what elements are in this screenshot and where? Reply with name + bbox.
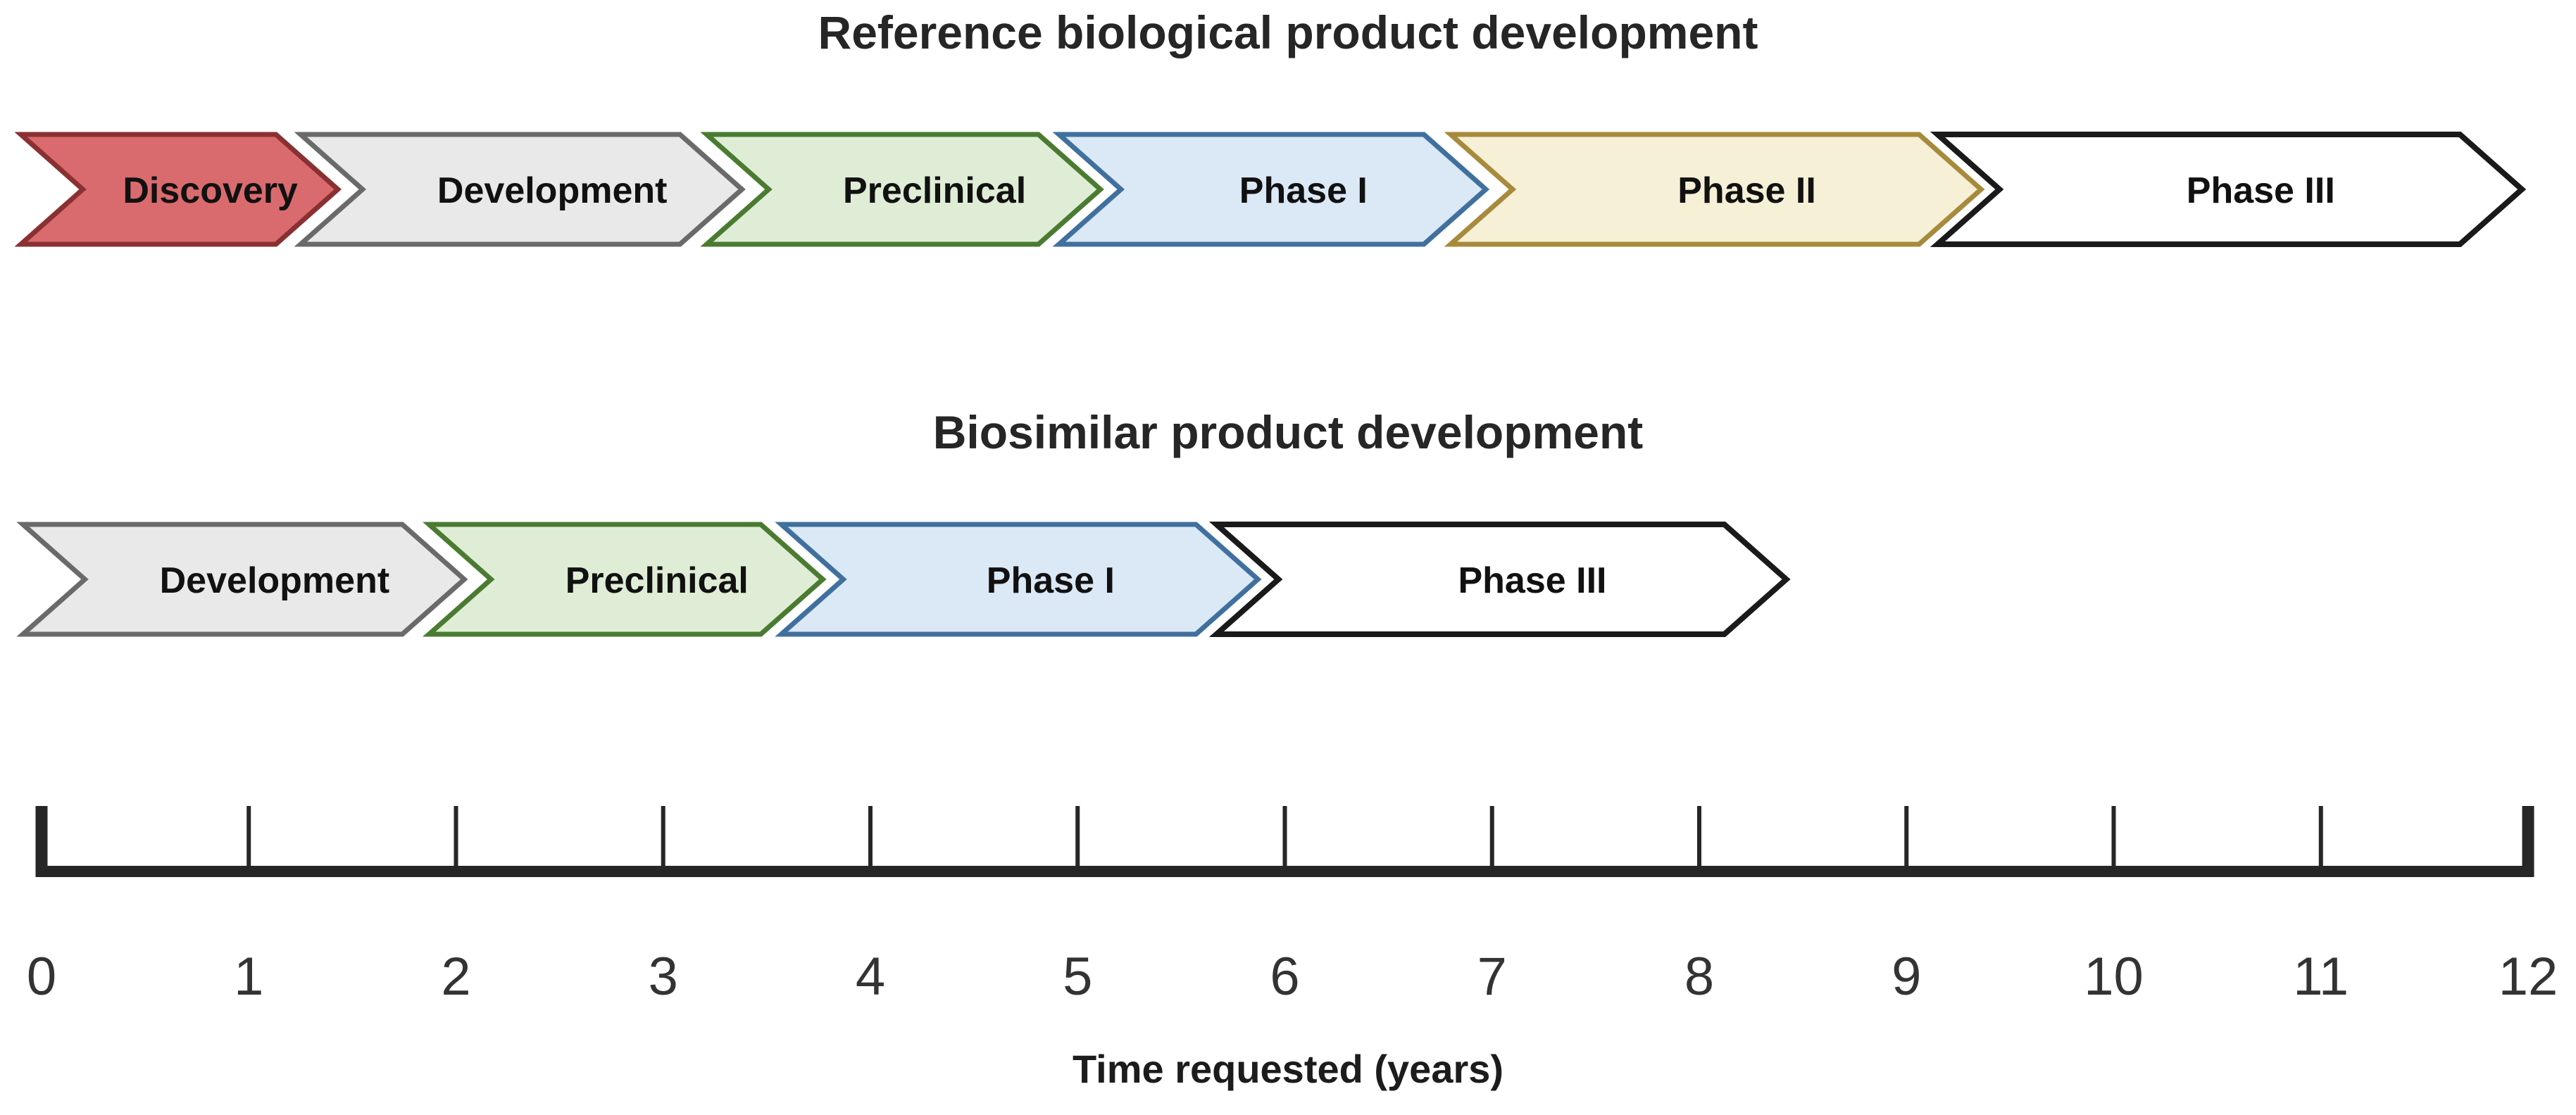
phase-chevron-phase-i-reference bbox=[1052, 132, 1490, 247]
phase-label-development-reference: Development bbox=[437, 170, 668, 211]
timeline-tick-7 bbox=[1489, 806, 1494, 869]
timeline-tick-8 bbox=[1697, 806, 1701, 869]
reference-phase-row: Discovery Development Preclinical Phase I Ph… bbox=[14, 132, 2527, 247]
phase-label-phase-iii-reference: Phase III bbox=[2187, 170, 2335, 211]
timeline-tick-12 bbox=[2522, 806, 2534, 877]
phase-chevron-preclinical-biosimilar bbox=[423, 522, 827, 637]
phase-label-phase-iii-biosimilar: Phase III bbox=[1458, 560, 1606, 601]
phase-label-preclinical-reference: Preclinical bbox=[843, 170, 1026, 211]
timeline-tick-label-11: 11 bbox=[2293, 947, 2349, 1007]
timeline-tick-0 bbox=[35, 806, 48, 877]
timeline-tick-label-8: 8 bbox=[1684, 947, 1714, 1007]
timeline-tick-3 bbox=[661, 806, 665, 869]
phase-label-preclinical-biosimilar: Preclinical bbox=[565, 560, 749, 601]
phase-label-phase-ii-reference: Phase II bbox=[1677, 170, 1816, 211]
timeline-tick-2 bbox=[454, 806, 458, 869]
axis-label: Time requested (years) bbox=[1072, 1047, 1504, 1091]
phase-chevron-development-biosimilar bbox=[16, 522, 468, 637]
timeline-tick-label-7: 7 bbox=[1477, 947, 1507, 1007]
timeline-tick-label-10: 10 bbox=[2084, 947, 2144, 1007]
phase-chevron-development-reference bbox=[294, 132, 746, 247]
timeline-tick-5 bbox=[1075, 806, 1080, 869]
reference-row-title: Reference biological product development bbox=[818, 6, 1758, 58]
timeline-tick-11 bbox=[2318, 806, 2323, 869]
timeline-tick-6 bbox=[1282, 806, 1287, 869]
phase-chevron-phase-iii-biosimilar bbox=[1208, 522, 1791, 637]
timeline-tick-4 bbox=[868, 806, 873, 869]
phase-chevron-phase-iii-reference bbox=[1930, 132, 2527, 247]
timeline-tick-label-3: 3 bbox=[649, 947, 678, 1007]
timeline-tick-label-5: 5 bbox=[1063, 947, 1092, 1007]
timeline-baseline bbox=[35, 866, 2534, 877]
phase-chevron-discovery-reference bbox=[14, 132, 342, 247]
timeline-tick-label-9: 9 bbox=[1892, 947, 1921, 1007]
timeline-tick-label-0: 0 bbox=[27, 947, 56, 1007]
timeline-axis: 0 1 2 3 4 5 6 7 8 9 10 11 12 bbox=[27, 806, 2558, 1007]
phase-label-development-biosimilar: Development bbox=[160, 560, 390, 601]
phase-label-discovery-reference: Discovery bbox=[123, 170, 298, 211]
timeline-tick-9 bbox=[1904, 806, 1909, 869]
timeline-tick-label-6: 6 bbox=[1270, 947, 1299, 1007]
phase-chevron-phase-i-biosimilar bbox=[775, 522, 1262, 637]
timeline-tick-label-1: 1 bbox=[234, 947, 263, 1007]
phase-chevron-preclinical-reference bbox=[700, 132, 1104, 247]
phase-chevron-phase-ii-reference bbox=[1444, 132, 1985, 247]
timeline-tick-label-2: 2 bbox=[441, 947, 470, 1007]
timeline-tick-label-4: 4 bbox=[856, 947, 885, 1007]
phase-label-phase-i-biosimilar: Phase I bbox=[987, 560, 1115, 601]
biosimilar-phase-row: Development Preclinical Phase I Phase III bbox=[16, 522, 1791, 637]
biosimilar-row-title: Biosimilar product development bbox=[932, 406, 1644, 458]
timeline-tick-10 bbox=[2111, 806, 2116, 869]
phase-label-phase-i-reference: Phase I bbox=[1239, 170, 1368, 211]
timeline-tick-1 bbox=[246, 806, 251, 869]
timeline-tick-label-12: 12 bbox=[2499, 947, 2558, 1007]
